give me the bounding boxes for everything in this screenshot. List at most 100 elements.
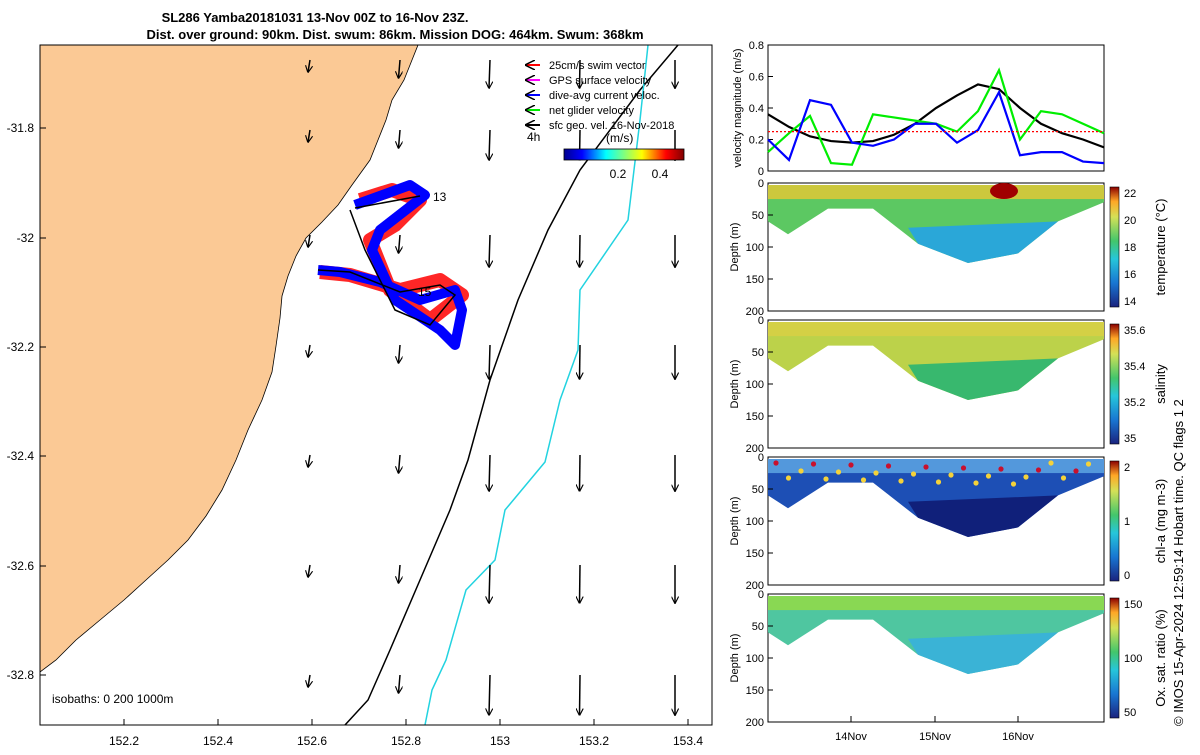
- section-y-tick-label: 50: [752, 347, 764, 359]
- chl-spot: [948, 472, 954, 478]
- isobath-1000: [424, 45, 649, 725]
- colorbar-tick-label: 18: [1124, 242, 1136, 254]
- colorbar-label: salinity: [1153, 364, 1168, 404]
- map-x-tick-label: 152.4: [203, 734, 233, 748]
- section-surface-layer: [768, 596, 1104, 611]
- geo-arrow: [399, 129, 401, 148]
- section-ylabel: Depth (m): [729, 634, 741, 683]
- geo-arrow: [399, 674, 401, 693]
- chl-spot: [985, 473, 992, 479]
- section-colorbar: [1109, 186, 1120, 308]
- day-label-15: 15: [418, 285, 432, 299]
- geo-arrow: [580, 234, 581, 267]
- map-y-tick-label: -32.6: [7, 559, 35, 573]
- legend-label: 25cm/s swim vector: [549, 60, 646, 72]
- velocity-series-line: [767, 89, 1105, 165]
- time-tick-label: 15Nov: [919, 731, 951, 743]
- section-y-tick-label: 150: [746, 274, 764, 286]
- geo-arrow: [580, 454, 581, 491]
- geo-arrow: [580, 344, 581, 379]
- geo-arrow: [308, 454, 310, 467]
- chl-spot: [1060, 475, 1067, 481]
- legend-label: dive-avg current veloc.: [549, 90, 660, 102]
- chl-spot: [1085, 461, 1092, 467]
- chl-spot: [898, 478, 904, 484]
- section-y-tick-label: 200: [746, 443, 764, 455]
- chl-spot: [1010, 481, 1017, 487]
- geo-arrow: [580, 564, 581, 603]
- section-y-tick-label: 200: [746, 717, 764, 729]
- section-ylabel: Depth (m): [729, 223, 741, 272]
- map-y-tick-label: -32: [17, 231, 35, 245]
- side-note: © IMOS 15-Apr-2024 12:59:14 Hobart time.…: [1171, 399, 1186, 726]
- chl-spot: [1023, 474, 1029, 480]
- section-deep-layer: [908, 221, 1058, 263]
- geo-arrow: [399, 454, 401, 473]
- map-x-ticks: 152.2 152.4 152.6 152.8 153 153.2 153.4: [109, 719, 703, 748]
- geo-arrow: [489, 454, 490, 491]
- section-y-tick-label: 100: [746, 242, 764, 254]
- map-y-tick-label: -32.2: [7, 340, 35, 354]
- geo-arrow: [399, 564, 401, 583]
- section-panel: 0 50 100 150 200 Depth (m) 35 35.2 35.4 35.6 salin…: [729, 315, 1168, 455]
- geo-arrow: [399, 234, 401, 253]
- glider-track: [317, 195, 457, 326]
- geo-arrow: [308, 674, 310, 687]
- chl-spot: [1048, 460, 1054, 466]
- chl-spot: [810, 461, 817, 467]
- geo-arrow: [308, 129, 310, 142]
- colorbar-tick-label: 14: [1124, 296, 1136, 308]
- current-vectors: [317, 180, 467, 350]
- section-y-tick-label: 0: [758, 315, 764, 327]
- section-y-tick-label: 150: [746, 548, 764, 560]
- time-tick-label: 16Nov: [1002, 731, 1034, 743]
- section-y-tick-label: 150: [746, 411, 764, 423]
- colorbar-tick-label: 50: [1124, 707, 1136, 719]
- chl-spot: [910, 471, 917, 477]
- section-y-tick-label: 0: [758, 589, 764, 601]
- section-y-tick-label: 100: [746, 379, 764, 391]
- map-colorbar: [563, 148, 685, 161]
- section-panel: 0 50 100 150 200 Depth (m) 50 100 150 Ox. sat. ra…: [729, 589, 1168, 729]
- land-mass: [40, 45, 419, 673]
- geo-arrow: [308, 59, 310, 72]
- section-deep-layer: [908, 495, 1058, 537]
- day-label-13: 13: [433, 190, 447, 204]
- chl-spot: [1035, 467, 1042, 473]
- legend-label: net glider velocity: [549, 105, 634, 117]
- geo-arrow: [489, 129, 490, 160]
- colorbar-tick-label: 1: [1124, 516, 1130, 528]
- chl-spot: [935, 479, 942, 485]
- colorbar-tick-label: 35.2: [1124, 397, 1145, 409]
- colorbar-label: temperature (°C): [1153, 199, 1168, 296]
- map-legend: 25cm/s swim vector GPS surface velocity di…: [526, 60, 674, 132]
- chl-spot: [785, 475, 792, 481]
- chl-spot: [860, 477, 867, 483]
- chl-spot: [798, 468, 804, 474]
- section-surface-layer: [768, 322, 1104, 337]
- chl-spot: [923, 464, 929, 470]
- colorbar-tick-0.4: 0.4: [652, 167, 669, 181]
- legend-label: GPS surface velocity: [549, 75, 652, 87]
- map-x-tick-label: 152.6: [297, 734, 327, 748]
- section-colorbar: [1109, 597, 1120, 719]
- velocity-series-line: [767, 83, 1105, 149]
- geo-arrow: [580, 674, 581, 715]
- map-x-tick-label: 153: [490, 734, 510, 748]
- geo-velocity-arrows: [308, 59, 675, 715]
- section-deep-layer: [908, 358, 1058, 400]
- section-y-tick-label: 200: [746, 306, 764, 318]
- section-y-tick-label: 100: [746, 653, 764, 665]
- geo-arrow: [489, 59, 490, 88]
- map-y-tick-label: -32.8: [7, 668, 35, 682]
- geo-arrow: [489, 674, 490, 715]
- section-surface-layer: [768, 459, 1104, 474]
- colorbar-tick-label: 16: [1124, 269, 1136, 281]
- section-y-tick-label: 150: [746, 685, 764, 697]
- map-x-tick-label: 153.2: [579, 734, 609, 748]
- geo-arrow: [399, 344, 401, 363]
- map-y-tick-label: -32.4: [7, 449, 35, 463]
- map-panel: 13 15 152.2 152.4 152.6 152.8 153 153.2 153.4 …: [7, 44, 713, 748]
